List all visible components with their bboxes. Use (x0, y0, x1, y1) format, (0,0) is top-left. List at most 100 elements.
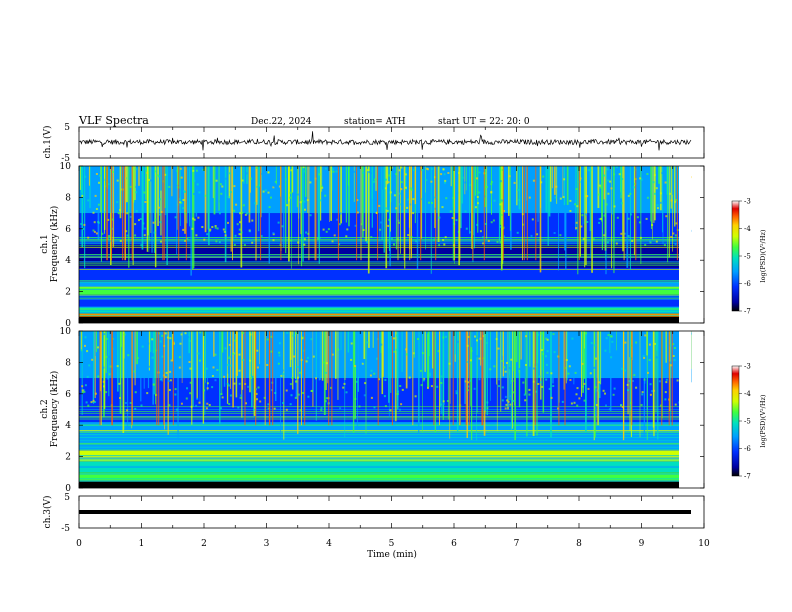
spectrogram-speckle (469, 359, 472, 362)
spectrogram-speckle (205, 407, 208, 410)
spectrogram-speckle (160, 240, 162, 243)
spectrogram-bright-sferic (631, 331, 633, 426)
spectrogram-speckle (262, 190, 265, 193)
spectrogram-sferic (486, 166, 488, 239)
spectrogram-speckle (373, 180, 375, 183)
spectrogram-speckle (178, 198, 181, 200)
spectrogram-speckle (388, 174, 391, 177)
spectrogram-sferic (164, 331, 165, 430)
spectrogram-speckle (242, 332, 244, 334)
spectrogram-speckle (255, 392, 258, 395)
spectrogram-sferic (318, 331, 320, 381)
spectrogram-speckle (223, 230, 226, 233)
spectrogram-speckle (182, 228, 185, 231)
spectrogram-speckle (627, 389, 629, 392)
spectrogram-line (79, 240, 691, 242)
spectrogram-speckle (193, 218, 196, 221)
spectrogram-speckle (613, 173, 616, 176)
spectrogram-speckle (370, 396, 373, 399)
spectrogram-speckle (206, 382, 209, 385)
spectrogram-speckle (324, 371, 327, 374)
spectrogram-speckle (545, 378, 548, 381)
spectrogram-sferic (449, 331, 451, 439)
spectrogram-speckle (256, 349, 259, 352)
spectrogram-speckle (108, 235, 110, 237)
spectrogram-sferic (128, 166, 130, 268)
spectrogram-speckle (639, 236, 642, 239)
spectrogram-sferic (218, 166, 220, 211)
spectrogram-speckle (227, 196, 230, 198)
spectrogram-line (79, 255, 691, 257)
spectrogram-sferic (670, 166, 672, 209)
spectrogram-sferic (439, 166, 441, 201)
spectrogram-sferic (221, 331, 224, 353)
spectrogram-speckle (655, 187, 658, 190)
spectrogram-speckle (164, 173, 167, 176)
spectrogram-speckle (589, 169, 592, 171)
spectrogram-bright-sferic (472, 166, 474, 261)
spectrogram-sferic (223, 331, 226, 387)
spectrogram-bright-sferic (232, 166, 233, 261)
spectrogram-speckle (221, 396, 224, 399)
spectrogram-speckle (581, 214, 584, 217)
spectrogram-sferic (464, 166, 466, 195)
spectrogram-sferic (428, 331, 430, 357)
spectrogram-sferic (591, 166, 593, 273)
spectrogram-speckle (179, 167, 182, 170)
spectrogram-nodata (679, 331, 691, 488)
spectrogram-speckle (674, 234, 677, 237)
spectrogram-sferic (583, 166, 585, 225)
spectrogram-speckle (664, 391, 667, 394)
spectrogram-speckle (180, 333, 183, 336)
spectrogram-sferic (609, 331, 611, 354)
spectrogram-speckle (239, 212, 242, 215)
spectrogram-sferic (325, 331, 327, 390)
spectrogram-speckle (656, 207, 659, 210)
spectrogram-speckle (474, 335, 476, 338)
spectrogram-speckle (273, 407, 276, 410)
spectrogram-speckle (195, 404, 198, 407)
spectrogram-sferic (208, 166, 210, 246)
spectrogram-line (79, 294, 691, 296)
spectrogram-speckle (94, 194, 97, 197)
spectrogram-sferic (357, 331, 358, 426)
spectrogram-sferic (548, 166, 551, 217)
spectrogram-speckle (144, 227, 147, 230)
spectrogram-speckle (528, 393, 531, 396)
spectrogram-speckle (226, 382, 229, 385)
spectrogram-bright-sferic (459, 166, 461, 261)
spectrogram-speckle (175, 408, 178, 411)
spectrogram-speckle (493, 365, 496, 368)
spectrogram-speckle (417, 338, 419, 340)
spectrogram-sferic (430, 166, 432, 274)
spectrogram-speckle (305, 360, 308, 363)
spectrogram-speckle (504, 370, 507, 373)
spectrogram-sferic (104, 331, 106, 409)
spectrogram-speckle (98, 181, 100, 184)
spectrogram-bright-sferic (185, 166, 187, 261)
spectrogram-bright-sferic (158, 331, 160, 426)
spectrogram-speckle (536, 233, 539, 236)
spectrogram-speckle (478, 191, 481, 194)
spectrogram-speckle (118, 382, 121, 385)
spectrogram-speckle (229, 394, 232, 397)
spec-ytick-label: 2 (65, 288, 71, 298)
spectrogram-speckle (148, 365, 151, 368)
spectrogram-line (79, 416, 691, 418)
spectrogram-speckle (119, 209, 121, 212)
spectrogram-sferic (102, 166, 103, 183)
spectrogram-speckle (234, 339, 237, 342)
spectrogram-speckle (545, 363, 548, 366)
spectrogram-speckle (191, 227, 194, 230)
spectrogram-speckle (620, 202, 623, 205)
spectrogram-speckle (84, 336, 87, 339)
spectrogram-line (79, 418, 691, 420)
spectrogram-speckle (452, 197, 455, 199)
spectrogram-speckle (212, 366, 215, 369)
spectrogram-speckle (143, 234, 146, 237)
spectrogram-speckle (516, 231, 519, 234)
spectrogram-speckle (455, 390, 458, 393)
spectrogram-sferic (491, 166, 492, 215)
spectrogram-sferic (142, 166, 144, 230)
spectrogram-speckle (330, 386, 332, 389)
